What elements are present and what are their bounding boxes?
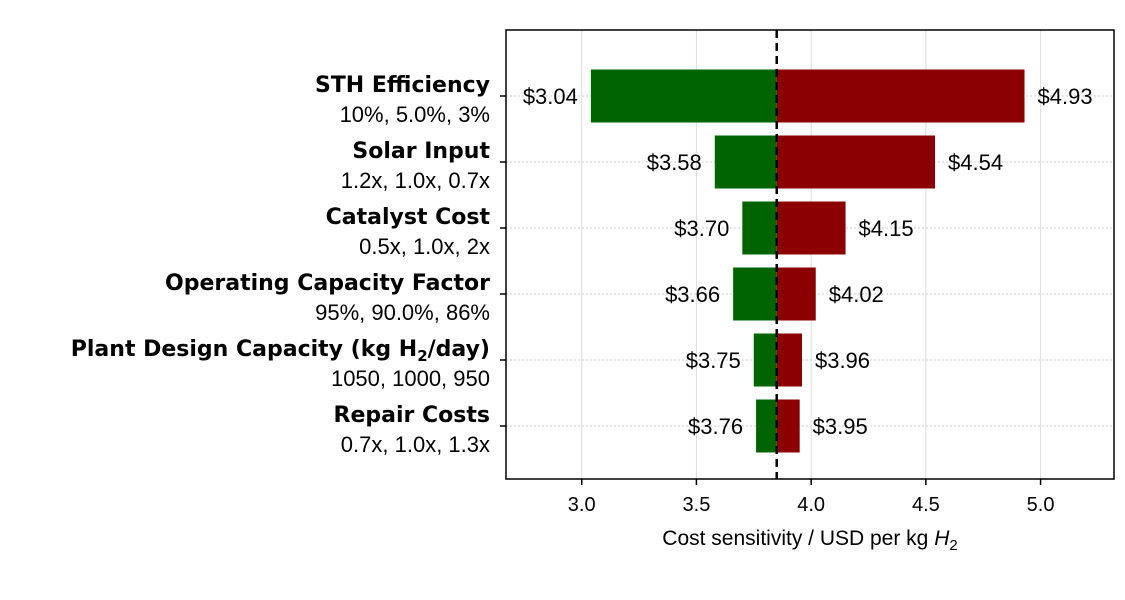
low-bar bbox=[590, 69, 777, 123]
low-bar bbox=[733, 267, 777, 321]
x-tick-label: 3.5 bbox=[683, 494, 711, 516]
x-axis-label-subscript: 2 bbox=[949, 537, 957, 554]
bars-layer bbox=[590, 69, 1025, 453]
plot-frame bbox=[505, 29, 1115, 480]
high-bar bbox=[776, 69, 1025, 123]
x-tick-label: 4.0 bbox=[797, 494, 825, 516]
category-values: 0.5x, 1.0x, 2x bbox=[359, 234, 490, 259]
high-bar bbox=[776, 399, 800, 453]
low-bar bbox=[756, 399, 777, 453]
category-name: Repair Costs bbox=[334, 403, 490, 428]
high-bar bbox=[776, 201, 846, 255]
high-value-label: $4.15 bbox=[859, 216, 914, 241]
category-name-text: Plant Design Capacity (kg H bbox=[71, 337, 417, 362]
category-name: Plant Design Capacity (kg H2/day) bbox=[71, 337, 490, 365]
low-bar bbox=[753, 333, 777, 387]
high-value-label: $4.02 bbox=[829, 282, 884, 307]
category-name-suffix: /day) bbox=[428, 337, 490, 362]
high-value-label: $4.93 bbox=[1038, 84, 1093, 109]
category-values: 1050, 1000, 950 bbox=[331, 366, 490, 391]
x-axis-label-symbol: H bbox=[934, 527, 950, 550]
high-bar bbox=[776, 267, 816, 321]
low-bar bbox=[714, 135, 777, 189]
high-bar bbox=[776, 333, 802, 387]
x-tick-label: 3.0 bbox=[568, 494, 596, 516]
low-value-label: $3.70 bbox=[674, 216, 729, 241]
category-name-text: Catalyst Cost bbox=[326, 205, 491, 230]
x-tick-label: 4.5 bbox=[912, 494, 940, 516]
category-values: 1.2x, 1.0x, 0.7x bbox=[341, 168, 490, 193]
category-name: Catalyst Cost bbox=[326, 205, 491, 230]
category-values: 95%, 90.0%, 86% bbox=[315, 300, 490, 325]
category-name-subscript: 2 bbox=[417, 347, 427, 365]
category-name-text: STH Efficiency bbox=[315, 73, 490, 98]
high-bar bbox=[776, 135, 936, 189]
category-values: 10%, 5.0%, 3% bbox=[340, 102, 490, 127]
labels-layer: $3.04 $4.93 STH Efficiency 10%, 5.0%, 3% $3.… bbox=[71, 73, 1093, 457]
low-value-label: $3.58 bbox=[647, 150, 702, 175]
x-tick-label: 5.0 bbox=[1027, 494, 1055, 516]
category-name-text: Solar Input bbox=[352, 139, 490, 164]
category-name-text: Operating Capacity Factor bbox=[165, 271, 490, 296]
category-name: STH Efficiency bbox=[315, 73, 490, 98]
low-bar bbox=[742, 201, 777, 255]
high-value-label: $4.54 bbox=[948, 150, 1003, 175]
ticks-layer: 3.0 3.5 4.0 4.5 5.0 bbox=[500, 95, 1055, 516]
high-value-label: $3.96 bbox=[815, 348, 870, 373]
category-name: Solar Input bbox=[352, 139, 490, 164]
low-value-label: $3.66 bbox=[665, 282, 720, 307]
low-value-label: $3.75 bbox=[686, 348, 741, 373]
x-axis-label-text: Cost sensitivity / USD per kg bbox=[662, 527, 934, 550]
x-axis-label: Cost sensitivity / USD per kg H2 bbox=[662, 527, 957, 554]
category-name: Operating Capacity Factor bbox=[165, 271, 490, 296]
category-name-text: Repair Costs bbox=[334, 403, 490, 428]
category-values: 0.7x, 1.0x, 1.3x bbox=[341, 432, 490, 457]
low-value-label: $3.04 bbox=[523, 84, 578, 109]
low-value-label: $3.76 bbox=[688, 414, 743, 439]
high-value-label: $3.95 bbox=[813, 414, 868, 439]
